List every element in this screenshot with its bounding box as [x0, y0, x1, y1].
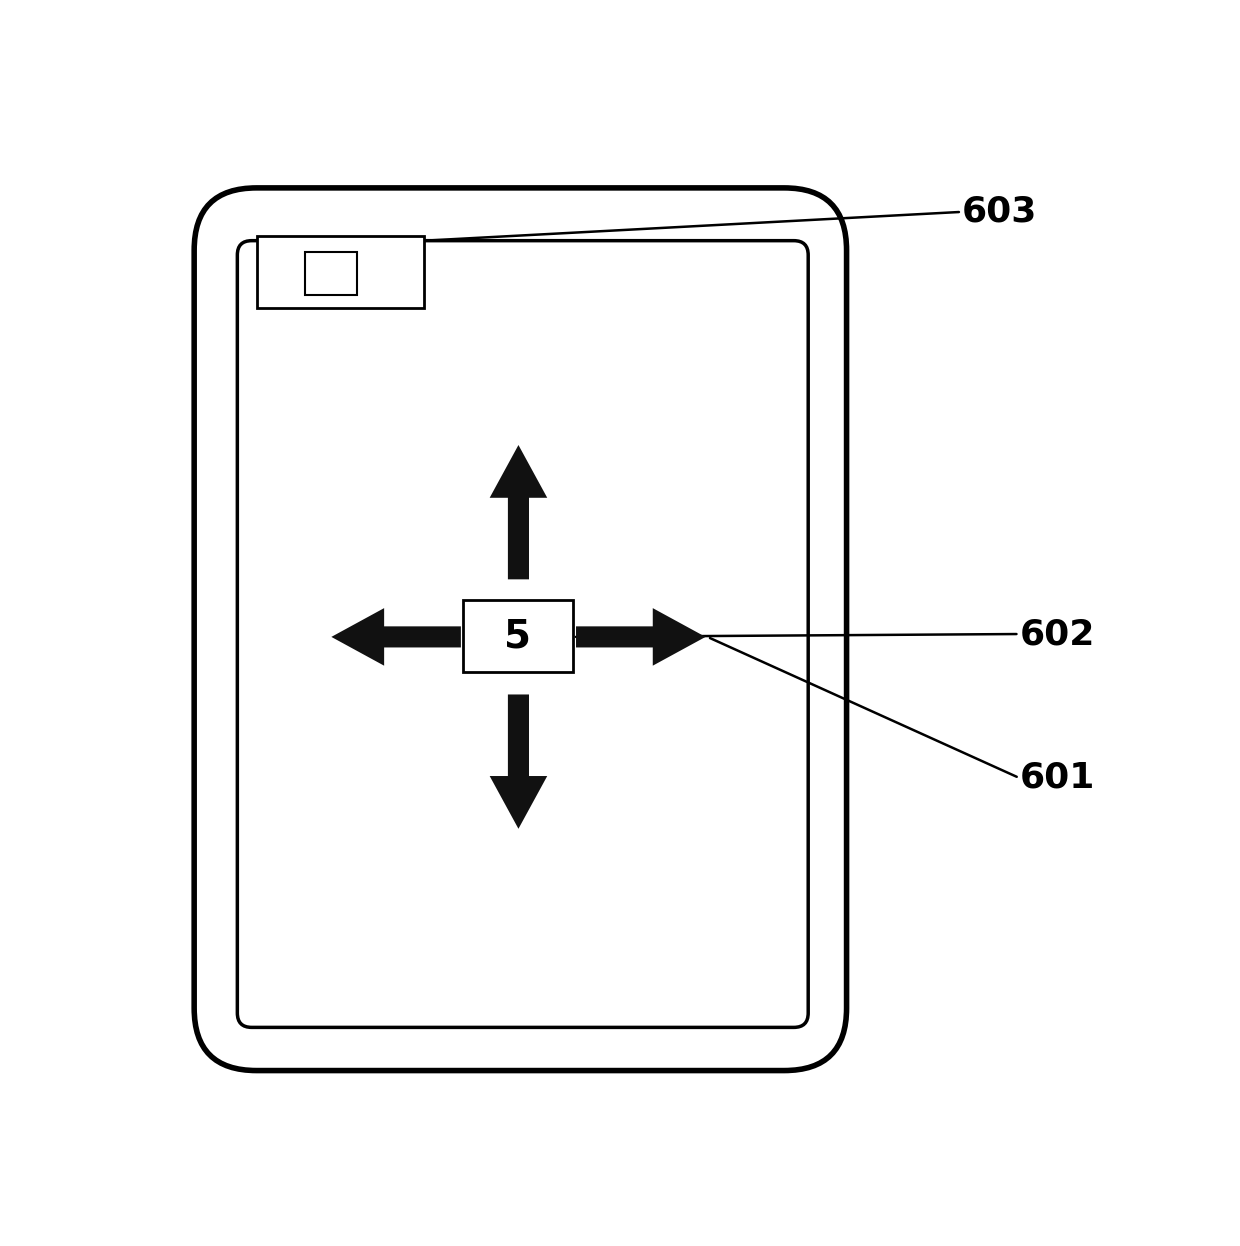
Bar — [257, 235, 424, 308]
Text: 601: 601 — [1019, 761, 1095, 795]
Bar — [305, 252, 357, 295]
Bar — [463, 601, 573, 673]
Text: 602: 602 — [1019, 617, 1095, 650]
Polygon shape — [490, 694, 547, 829]
Polygon shape — [577, 608, 706, 665]
Polygon shape — [331, 608, 461, 665]
FancyBboxPatch shape — [237, 240, 808, 1028]
Text: 5: 5 — [505, 618, 532, 655]
Text: 603: 603 — [962, 194, 1037, 229]
Polygon shape — [490, 445, 547, 579]
FancyBboxPatch shape — [195, 188, 847, 1070]
